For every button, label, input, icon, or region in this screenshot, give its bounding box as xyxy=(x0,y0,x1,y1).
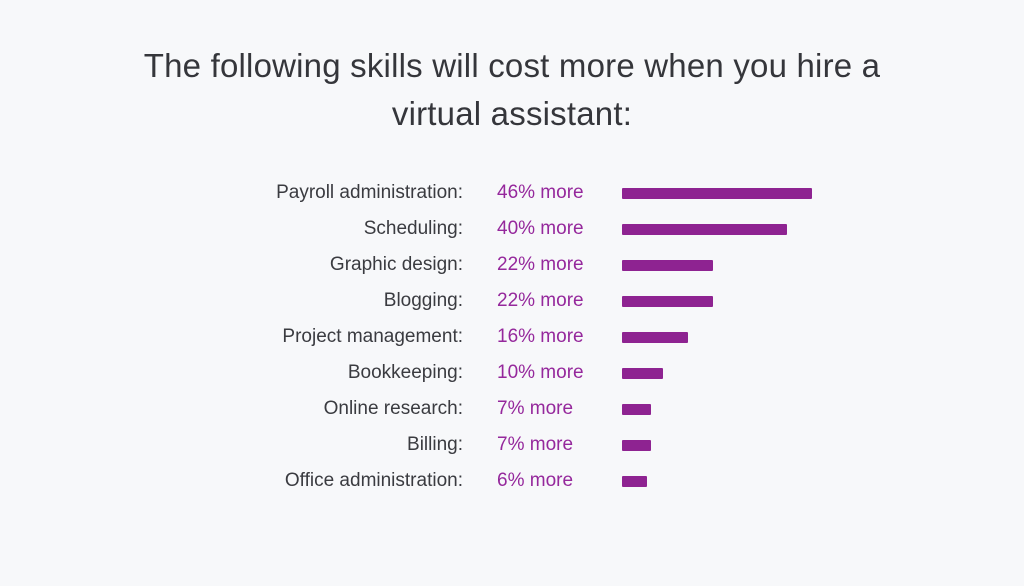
chart-row: Scheduling: 40% more xyxy=(0,211,1024,247)
chart-row: Office administration: 6% more xyxy=(0,463,1024,499)
value-label: 22% more xyxy=(497,254,584,275)
value-label: 10% more xyxy=(497,362,584,383)
bar xyxy=(622,223,787,235)
bar-chart: Payroll administration: 46% more Schedul… xyxy=(0,175,1024,499)
skill-label: Billing: xyxy=(407,434,463,455)
value-label: 7% more xyxy=(497,398,574,419)
bar xyxy=(622,475,647,487)
skill-label: Office administration: xyxy=(284,470,463,491)
skill-label: Graphic design: xyxy=(329,254,463,275)
chart-row: Graphic design: 22% more xyxy=(0,247,1024,283)
skill-label: Blogging: xyxy=(383,290,463,311)
skill-label: Project management: xyxy=(282,326,463,347)
skill-label: Scheduling: xyxy=(363,218,463,239)
bar xyxy=(622,295,713,307)
bar xyxy=(622,367,663,379)
value-label: 7% more xyxy=(497,434,574,455)
bar xyxy=(622,403,651,415)
skill-label: Online research: xyxy=(323,398,463,419)
chart-row: Online research: 7% more xyxy=(0,391,1024,427)
chart-row: Blogging: 22% more xyxy=(0,283,1024,319)
bar xyxy=(622,439,651,451)
page-title: The following skills will cost more when… xyxy=(143,47,881,132)
chart-row: Billing: 7% more xyxy=(0,427,1024,463)
value-label: 40% more xyxy=(497,218,584,239)
value-label: 16% more xyxy=(497,326,584,347)
value-label: 6% more xyxy=(497,470,574,491)
skill-label: Payroll administration: xyxy=(276,182,463,203)
skill-label: Bookkeeping: xyxy=(347,362,463,383)
chart-row: Project management: 16% more xyxy=(0,319,1024,355)
chart-row: Payroll administration: 46% more xyxy=(0,175,1024,211)
value-label: 46% more xyxy=(497,182,584,203)
bar xyxy=(622,187,812,199)
chart-row: Bookkeeping: 10% more xyxy=(0,355,1024,391)
value-label: 22% more xyxy=(497,290,584,311)
bar xyxy=(622,331,688,343)
bar xyxy=(622,259,713,271)
